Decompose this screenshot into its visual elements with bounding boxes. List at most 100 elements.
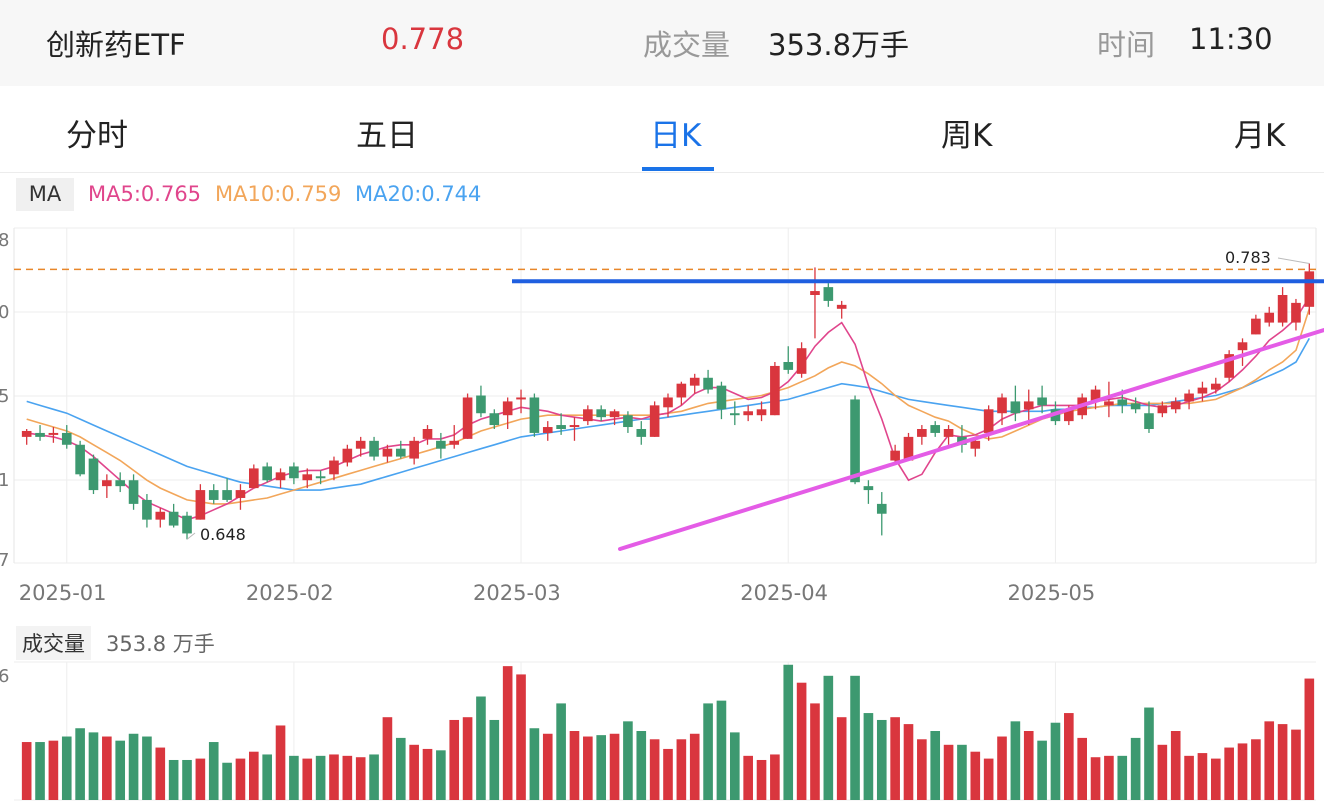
candle-body	[355, 440, 366, 449]
candle-body	[382, 448, 393, 457]
volume-bar	[222, 762, 232, 800]
candle	[703, 369, 713, 394]
candle-body	[289, 466, 299, 479]
candle	[1010, 385, 1021, 422]
volume-bar	[983, 758, 994, 800]
candle-body	[542, 427, 553, 433]
candle-body	[436, 440, 446, 449]
volume-bar	[636, 731, 647, 800]
candle-body	[489, 413, 500, 426]
candle	[743, 405, 753, 422]
volume-bar	[542, 733, 553, 800]
candle-body	[743, 411, 753, 416]
volume-bar	[128, 733, 139, 800]
volume-bar	[783, 664, 794, 800]
candle-body	[235, 490, 246, 498]
low-annotation-label: 0.648	[200, 525, 246, 544]
y-tick-label: 1	[0, 470, 9, 491]
candle-body	[61, 432, 72, 445]
candle-body	[208, 490, 219, 500]
candle-body	[502, 401, 513, 416]
candle-body	[409, 440, 419, 459]
volume-bar	[583, 736, 593, 800]
ma5-legend: MA5:0.765	[88, 182, 202, 206]
candle-body	[1184, 393, 1194, 402]
x-tick-label: 2025-05	[1007, 581, 1095, 605]
tab-monthly-k[interactable]: 月K	[1234, 118, 1286, 154]
volume-bar	[569, 731, 580, 800]
candle-body	[623, 415, 633, 428]
volume-bar	[1277, 724, 1288, 800]
candle-body	[983, 409, 994, 433]
candle	[355, 436, 366, 457]
volume-bar	[703, 703, 713, 800]
candle-body	[516, 397, 526, 400]
volume-bar	[770, 754, 780, 800]
volume-bar	[1184, 755, 1194, 800]
candle	[195, 484, 206, 520]
candle	[262, 462, 272, 483]
candle-body	[275, 472, 286, 481]
volume-bar	[729, 732, 740, 800]
volume-indicator-selector[interactable]: 成交量	[16, 626, 91, 660]
ma-indicator-selector[interactable]: MA	[16, 178, 74, 211]
y-tick-label: 7	[0, 550, 9, 571]
volume-bar	[876, 719, 887, 800]
candle-body	[569, 425, 580, 428]
volume-bar	[823, 675, 834, 800]
candle-body	[21, 430, 32, 437]
tab-daily-k[interactable]: 日K	[650, 118, 702, 154]
volume-bar	[289, 755, 299, 800]
candle	[409, 436, 419, 465]
volume-bar	[102, 736, 112, 800]
candle-body	[75, 444, 85, 475]
candle	[1237, 338, 1248, 366]
volume-bar	[623, 721, 633, 800]
candle	[676, 381, 687, 406]
candle	[1251, 314, 1261, 335]
candle	[716, 381, 727, 420]
support-trend-line	[618, 328, 1324, 551]
candle-body	[997, 397, 1007, 414]
candle-body	[1224, 354, 1234, 378]
candle	[249, 464, 259, 489]
volume-bar	[1023, 731, 1034, 800]
candle-body	[917, 429, 927, 437]
volume-bar	[1130, 737, 1141, 800]
candle	[222, 478, 232, 502]
volume-bar	[409, 744, 419, 800]
volume-bar	[422, 748, 433, 800]
candle-body	[783, 362, 794, 370]
candle-body	[796, 348, 807, 374]
candle	[756, 401, 767, 422]
volume-bar	[1104, 755, 1114, 800]
volume-bar	[756, 759, 767, 800]
candle-body	[1023, 401, 1034, 410]
tab-weekly-k[interactable]: 周K	[941, 118, 993, 154]
candle	[997, 393, 1007, 426]
candle	[275, 468, 286, 489]
candle	[903, 432, 914, 461]
candle	[1184, 389, 1194, 410]
candle-body	[222, 490, 232, 500]
candle-body	[1130, 403, 1141, 410]
candle-body	[1197, 387, 1208, 394]
candle	[623, 411, 633, 433]
candle	[850, 395, 860, 485]
tab-intraday[interactable]: 分时	[66, 118, 128, 154]
tab-five-day[interactable]: 五日	[356, 118, 418, 154]
candle-body	[476, 395, 486, 414]
volume-bar	[903, 724, 914, 800]
low-annotation-leader	[186, 532, 196, 540]
volume-bar	[115, 740, 126, 800]
candle	[596, 405, 607, 422]
candle	[529, 393, 540, 437]
candle-body	[249, 468, 259, 489]
candle	[1037, 385, 1047, 414]
candle-body	[1264, 312, 1275, 323]
candle	[890, 444, 900, 465]
volume-bar	[917, 739, 927, 800]
volume-bar	[1237, 743, 1248, 800]
candle-body	[556, 425, 566, 429]
